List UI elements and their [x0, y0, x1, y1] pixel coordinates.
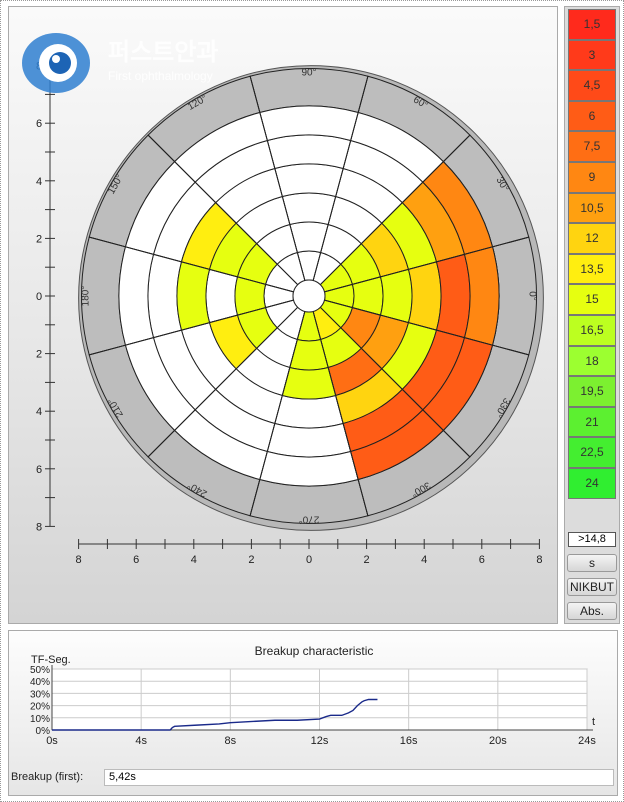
polar-value-cell	[176, 261, 211, 331]
scale-cell: 24	[568, 468, 616, 499]
polar-cell	[118, 246, 155, 346]
polar-cell	[266, 134, 352, 170]
scale-cell: 7,5	[568, 131, 616, 162]
threshold-readout: >14,8	[568, 532, 616, 547]
polar-value-cell	[463, 246, 500, 346]
polar-spoke	[89, 299, 294, 356]
polar-value-cell	[281, 366, 337, 400]
breakup-chart: 0%10%20% 30%40%50% 0s 4s 8s 12s 16s 20s 24s TF-Se…	[30, 654, 596, 747]
y-tick-label: 50%	[30, 665, 50, 676]
clinic-logo: 퍼스트안과 First ophthalmology	[20, 30, 250, 100]
abs-button[interactable]: Abs.	[567, 602, 617, 620]
polar-spoke	[312, 311, 369, 516]
x-tick-label: 0s	[46, 735, 58, 747]
breakup-first-value: 5,42s	[104, 769, 614, 786]
nikbut-button[interactable]: NIKBUT	[567, 578, 617, 596]
x-tick-label: 4	[421, 554, 427, 566]
polar-spoke	[312, 76, 369, 281]
polar-map: 90°60°30°0°330°300°270°240°210°180°150°1…	[36, 61, 544, 566]
x-tick-label: 2	[248, 554, 254, 566]
scale-cell: 15	[568, 284, 616, 315]
x-tick-label: 8	[76, 554, 82, 566]
scale-cell: 10,5	[568, 192, 616, 224]
scale-cell: 18	[568, 345, 616, 377]
angle-label: 270°	[299, 513, 320, 524]
scale-cell: 13,5	[568, 253, 616, 285]
polar-map-panel: 90° 60° 30° 0° 330° 300° 270° 240° 210° 180° 150° 1…	[8, 6, 558, 624]
x-tick-label: 12s	[311, 735, 329, 747]
polar-spoke	[319, 306, 471, 458]
breakup-first-label: Breakup (first):	[11, 771, 84, 783]
scale-cell: 6	[568, 100, 616, 132]
breakup-series-line	[52, 698, 378, 731]
y-tick-label: 6	[36, 118, 42, 130]
scale-cell: 3	[568, 39, 616, 71]
polar-cell	[274, 163, 344, 198]
polar-cell	[259, 105, 359, 142]
x-tick-label: 6	[479, 554, 485, 566]
polar-cell	[274, 394, 344, 429]
x-tick-label: 6	[133, 554, 139, 566]
color-scale-panel: 1,5 3 4,5 6 7,5 9 10,5 12 13,5 15 16,5 18 19,5 21 22,5…	[564, 6, 620, 624]
polar-cell	[266, 422, 352, 458]
scale-cell: 9	[568, 162, 616, 193]
scale-cell: 21	[568, 406, 616, 438]
polar-spoke	[249, 311, 306, 516]
x-tick-label: 16s	[400, 735, 418, 747]
x-tick-label: 8s	[225, 735, 237, 747]
x-tick-label: 24s	[578, 735, 596, 747]
polar-spoke	[89, 236, 294, 293]
scale-cell: 19,5	[568, 376, 616, 407]
logo-name-en: First ophthalmology	[108, 69, 213, 83]
polar-cell	[205, 268, 239, 324]
y-tick-label: 4	[36, 406, 42, 418]
breakup-chart-title: Breakup characteristic	[254, 644, 374, 658]
y-tick-label: 2	[36, 233, 42, 245]
angle-label: 0°	[526, 291, 537, 301]
polar-cell	[259, 450, 359, 487]
polar-value-cell	[379, 268, 413, 324]
x-tick-label: 4s	[135, 735, 147, 747]
angle-label: 90°	[301, 68, 316, 79]
breakup-panel: Breakup characteristic 0% 10% 20% 30% 40% 50%…	[8, 630, 618, 796]
scale-cell: 4,5	[568, 70, 616, 101]
y-tick-label: 4	[36, 176, 42, 188]
scale-cell: 22,5	[568, 437, 616, 468]
polar-center	[292, 279, 326, 313]
polar-spoke	[324, 236, 529, 293]
x-tick-label: 4	[191, 554, 197, 566]
y-tick-label: 0%	[36, 726, 51, 737]
polar-value-cell	[435, 253, 471, 339]
y-tick-label: 6	[36, 464, 42, 476]
x-tick-label: 0	[306, 554, 312, 566]
y-tick-label: 8	[36, 521, 42, 533]
polar-spoke	[249, 76, 306, 281]
eye-logo-icon: 퍼스트안과 First ophthalmology	[22, 33, 218, 93]
y-tick-label: 30%	[30, 689, 50, 700]
polar-spoke	[147, 134, 299, 286]
seconds-button[interactable]: s	[567, 554, 617, 572]
y-axis-label: TF-Seg.	[31, 654, 71, 666]
scale-cell: 16,5	[568, 315, 616, 346]
polar-spoke	[324, 299, 529, 356]
y-tick-label: 0	[36, 291, 42, 303]
polar-cell	[281, 192, 337, 226]
x-axis-label: t	[592, 716, 595, 728]
y-tick-label: 20%	[30, 702, 50, 713]
x-tick-label: 8	[536, 554, 542, 566]
x-tick-label: 20s	[489, 735, 507, 747]
scale-cell: 1,5	[568, 9, 616, 40]
y-tick-label: 2	[36, 349, 42, 361]
x-tick-label: 2	[364, 554, 370, 566]
scale-cell: 12	[568, 223, 616, 254]
angle-label: 180°	[81, 286, 92, 307]
polar-value-cell	[407, 261, 442, 331]
polar-spoke	[147, 306, 299, 458]
y-tick-label: 40%	[30, 677, 50, 688]
logo-name-ko: 퍼스트안과	[108, 39, 218, 66]
polar-spoke	[319, 134, 471, 286]
y-tick-label: 10%	[30, 714, 50, 725]
